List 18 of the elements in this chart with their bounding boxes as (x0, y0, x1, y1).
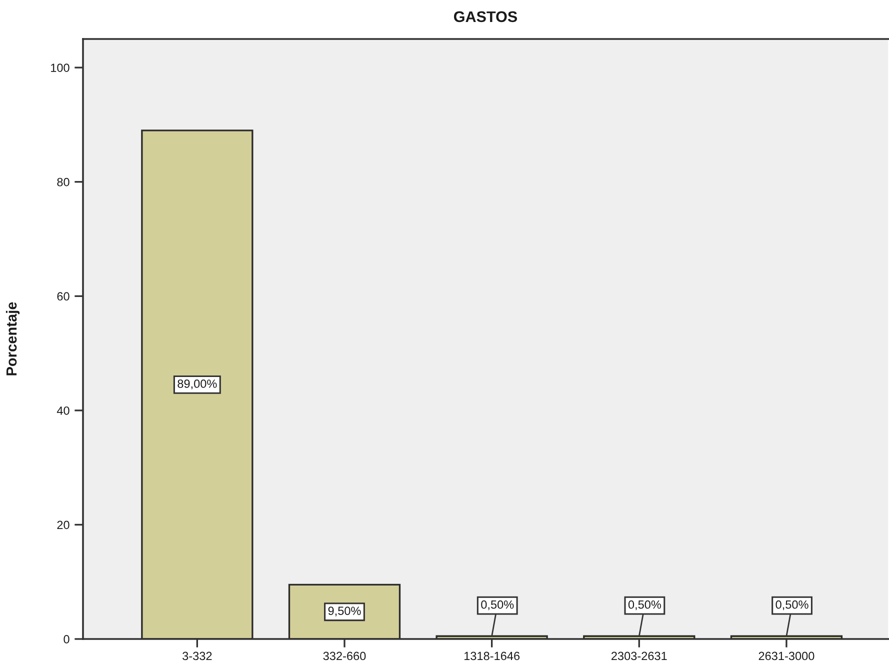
data-label: 9,50% (328, 606, 361, 616)
y-tick-label: 100 (51, 64, 70, 72)
y-tick-label: 80 (57, 178, 70, 186)
y-tick-label: 40 (56, 406, 70, 415)
x-tick-label: 2631-3000 (758, 652, 814, 660)
data-label: 0,50% (481, 600, 514, 610)
data-label: 89,00% (178, 380, 217, 390)
y-tick-label: 20 (57, 520, 70, 530)
x-tick-label: 332-660 (323, 652, 366, 660)
x-tick-label: 1318-1646 (464, 652, 520, 660)
y-tick-label: 0 (64, 635, 70, 644)
x-tick-label: 2303-2631 (612, 652, 667, 660)
y-tick-label: 60 (57, 292, 70, 301)
data-label: 0,50% (776, 600, 808, 610)
data-label: 0,50% (628, 600, 662, 610)
y-axis-title: Porcentaje (6, 302, 20, 376)
chart-title: GASTOS (454, 11, 518, 22)
x-tick-label: 3-332 (182, 652, 212, 660)
